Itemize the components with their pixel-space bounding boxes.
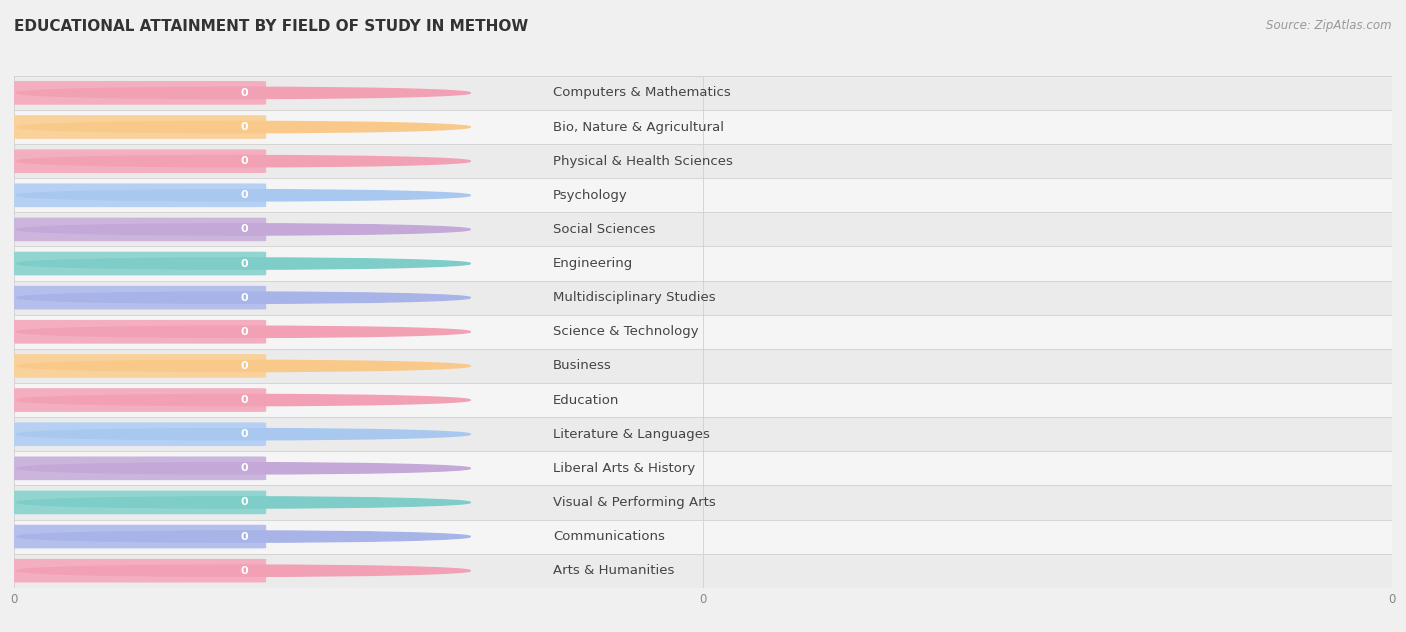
Text: Engineering: Engineering [553,257,633,270]
FancyBboxPatch shape [6,354,266,378]
Circle shape [17,121,470,133]
Text: 0: 0 [240,122,249,132]
Circle shape [17,463,470,474]
FancyBboxPatch shape [14,110,1392,144]
FancyBboxPatch shape [14,281,1392,315]
FancyBboxPatch shape [6,559,266,583]
Text: 0: 0 [240,88,249,98]
FancyBboxPatch shape [6,183,266,207]
Text: Arts & Humanities: Arts & Humanities [553,564,673,577]
Circle shape [17,360,470,372]
Circle shape [17,394,470,406]
Text: EDUCATIONAL ATTAINMENT BY FIELD OF STUDY IN METHOW: EDUCATIONAL ATTAINMENT BY FIELD OF STUDY… [14,19,529,34]
FancyBboxPatch shape [6,115,266,139]
FancyBboxPatch shape [14,246,1392,281]
FancyBboxPatch shape [14,383,1392,417]
FancyBboxPatch shape [6,81,266,105]
FancyBboxPatch shape [6,490,266,514]
Text: 0: 0 [240,258,249,269]
FancyBboxPatch shape [14,178,1392,212]
FancyBboxPatch shape [6,354,266,378]
Circle shape [17,87,470,99]
Text: Multidisciplinary Studies: Multidisciplinary Studies [553,291,716,304]
Text: 0: 0 [240,463,249,473]
FancyBboxPatch shape [14,554,1392,588]
Text: 0: 0 [240,532,249,542]
FancyBboxPatch shape [14,315,1392,349]
FancyBboxPatch shape [6,81,266,105]
Circle shape [17,190,470,201]
FancyBboxPatch shape [6,422,266,446]
Circle shape [17,497,470,508]
Circle shape [17,428,470,440]
FancyBboxPatch shape [14,451,1392,485]
Text: 0: 0 [240,293,249,303]
Text: 0: 0 [240,224,249,234]
Text: Business: Business [553,360,612,372]
Text: 0: 0 [240,327,249,337]
FancyBboxPatch shape [6,422,266,446]
Text: 0: 0 [240,361,249,371]
Text: Liberal Arts & History: Liberal Arts & History [553,462,695,475]
FancyBboxPatch shape [6,456,266,480]
FancyBboxPatch shape [6,217,266,241]
FancyBboxPatch shape [6,149,266,173]
Text: 0: 0 [240,156,249,166]
FancyBboxPatch shape [6,183,266,207]
FancyBboxPatch shape [14,485,1392,520]
Text: Social Sciences: Social Sciences [553,223,655,236]
Text: Physical & Health Sciences: Physical & Health Sciences [553,155,733,167]
Circle shape [17,258,470,269]
FancyBboxPatch shape [14,76,1392,110]
FancyBboxPatch shape [6,388,266,412]
FancyBboxPatch shape [6,252,266,276]
FancyBboxPatch shape [14,417,1392,451]
FancyBboxPatch shape [6,252,266,276]
Text: Computers & Mathematics: Computers & Mathematics [553,87,731,99]
Circle shape [17,565,470,576]
FancyBboxPatch shape [14,212,1392,246]
FancyBboxPatch shape [6,456,266,480]
Text: Science & Technology: Science & Technology [553,325,699,338]
FancyBboxPatch shape [6,320,266,344]
Text: Visual & Performing Arts: Visual & Performing Arts [553,496,716,509]
Text: Psychology: Psychology [553,189,627,202]
FancyBboxPatch shape [14,144,1392,178]
FancyBboxPatch shape [6,525,266,549]
FancyBboxPatch shape [14,520,1392,554]
Text: Literature & Languages: Literature & Languages [553,428,710,441]
Circle shape [17,292,470,303]
FancyBboxPatch shape [14,349,1392,383]
FancyBboxPatch shape [6,320,266,344]
FancyBboxPatch shape [6,388,266,412]
Text: 0: 0 [240,429,249,439]
FancyBboxPatch shape [6,286,266,310]
Text: 0: 0 [240,395,249,405]
Text: 0: 0 [240,190,249,200]
Circle shape [17,326,470,337]
Text: 0: 0 [240,497,249,507]
Circle shape [17,155,470,167]
Text: Communications: Communications [553,530,665,543]
Text: Education: Education [553,394,619,406]
Circle shape [17,224,470,235]
Text: Source: ZipAtlas.com: Source: ZipAtlas.com [1267,19,1392,32]
FancyBboxPatch shape [6,115,266,139]
FancyBboxPatch shape [6,149,266,173]
Text: Bio, Nature & Agricultural: Bio, Nature & Agricultural [553,121,724,133]
FancyBboxPatch shape [6,525,266,549]
FancyBboxPatch shape [6,286,266,310]
FancyBboxPatch shape [6,559,266,583]
Text: 0: 0 [240,566,249,576]
FancyBboxPatch shape [6,217,266,241]
Circle shape [17,531,470,542]
FancyBboxPatch shape [6,490,266,514]
